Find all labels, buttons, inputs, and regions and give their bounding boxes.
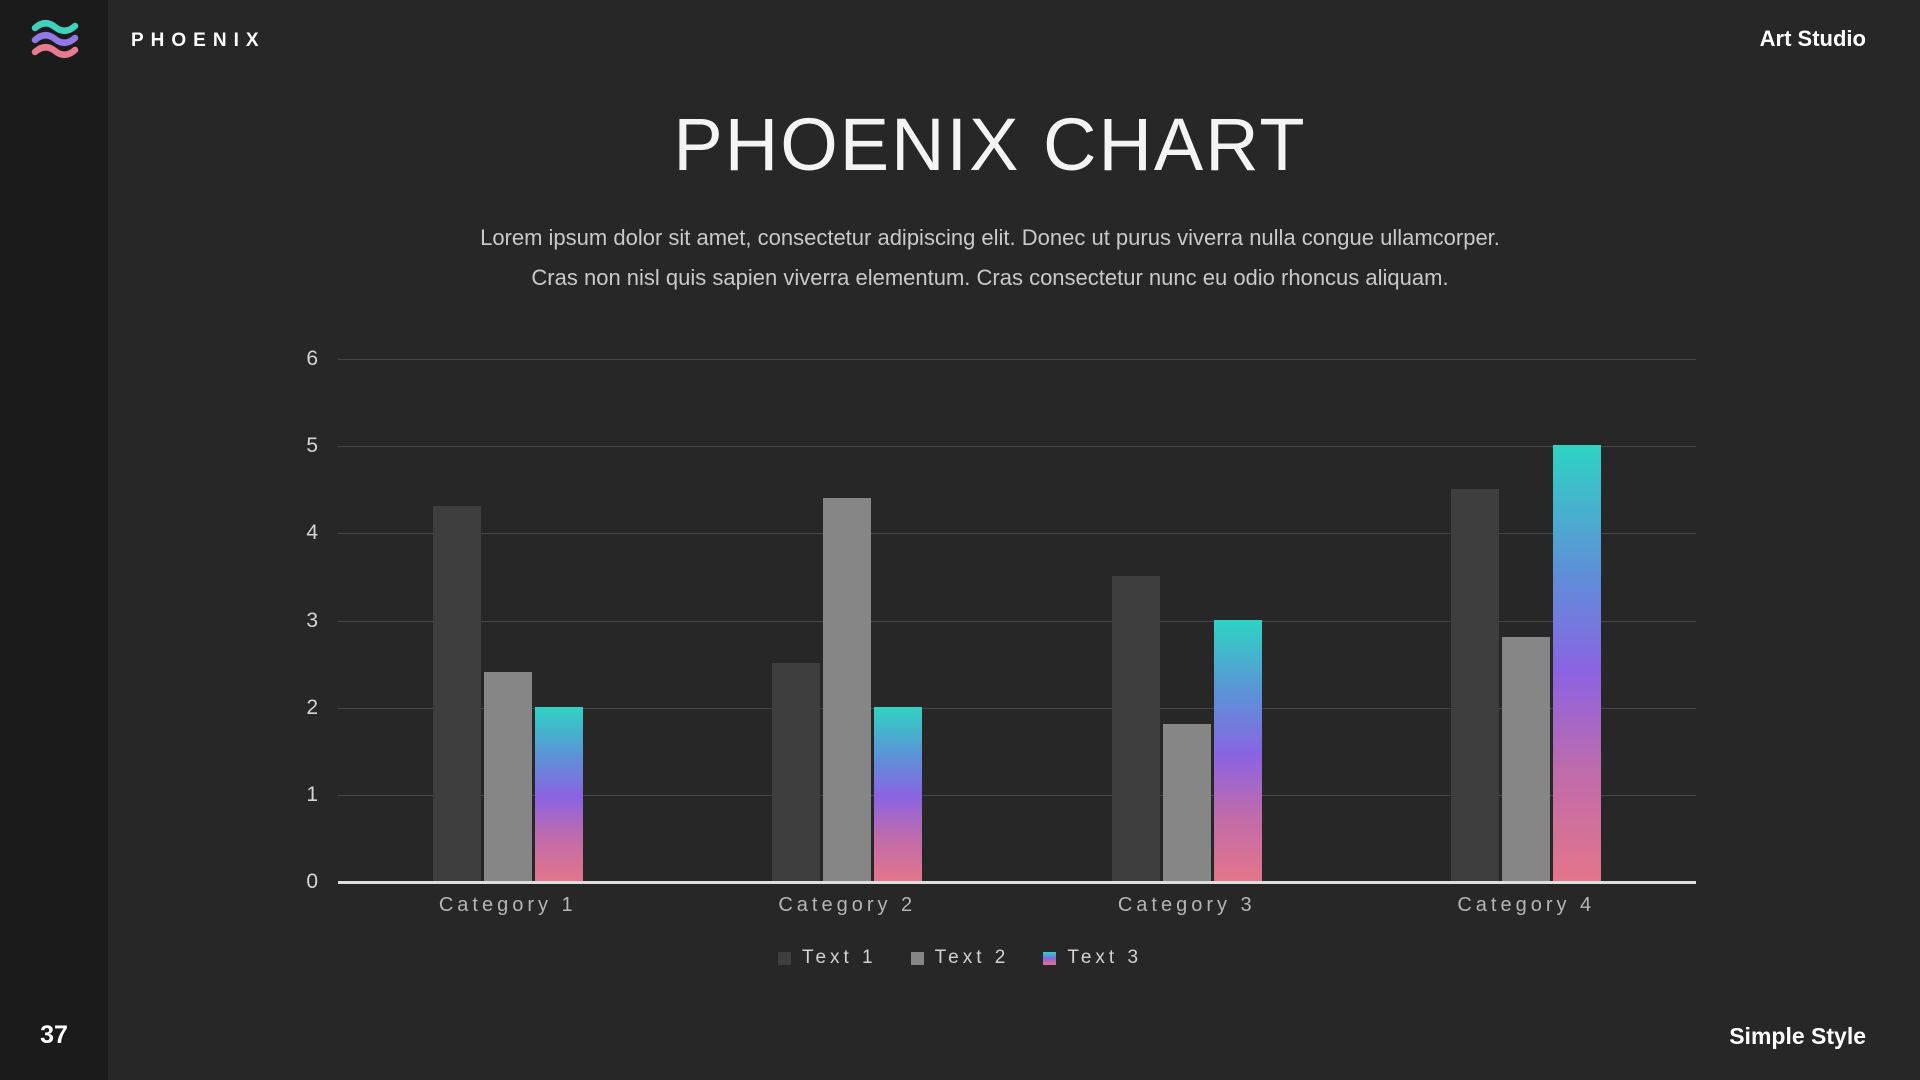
category-label: Category 2 xyxy=(778,894,917,916)
grid-line xyxy=(338,533,1696,535)
subtitle-line-1: Lorem ipsum dolor sit amet, consectetur … xyxy=(480,225,1500,250)
y-axis-tick: 4 xyxy=(306,521,318,545)
bar-text3-cat2 xyxy=(874,706,923,881)
category-label: Category 1 xyxy=(438,894,577,916)
studio-label: Art Studio xyxy=(1759,26,1866,51)
category-label: Category 3 xyxy=(1117,894,1256,916)
page-number: 37 xyxy=(40,1021,68,1049)
legend-swatch-icon xyxy=(1043,951,1057,965)
bar-text2-cat3 xyxy=(1162,724,1211,881)
header-block: PHOENIX CHART Lorem ipsum dolor sit amet… xyxy=(108,0,1872,298)
grid-line xyxy=(338,707,1696,709)
y-axis-tick: 1 xyxy=(306,782,318,806)
brand-name: PHOENIX xyxy=(131,30,266,51)
subtitle-line-2: Cras non nisl quis sapien viverra elemen… xyxy=(531,265,1449,290)
y-axis-tick: 3 xyxy=(306,608,318,632)
bar-text2-cat2 xyxy=(823,497,872,881)
sidebar: 37 xyxy=(0,0,108,1080)
grid-line xyxy=(338,794,1696,796)
x-axis-baseline xyxy=(338,881,1696,884)
wave-bottom-icon xyxy=(31,44,79,58)
brand-logo-icon xyxy=(31,20,79,58)
legend-swatch-icon xyxy=(777,951,791,965)
wave-top-icon xyxy=(31,20,79,34)
legend-item: Text 3 xyxy=(1043,947,1142,969)
y-axis-tick: 6 xyxy=(306,347,318,370)
bar-text2-cat4 xyxy=(1502,636,1551,881)
style-label: Simple Style xyxy=(1729,1023,1866,1049)
legend-label: Text 3 xyxy=(1067,947,1143,968)
slide-subtitle: Lorem ipsum dolor sit amet, consectetur … xyxy=(108,218,1872,298)
y-axis-tick: 5 xyxy=(306,434,318,458)
wave-middle-icon xyxy=(31,32,79,46)
bar-text1-cat1 xyxy=(432,506,481,881)
legend-item: Text 2 xyxy=(910,947,1010,969)
bar-text1-cat4 xyxy=(1451,488,1500,882)
legend-item: Text 1 xyxy=(777,947,877,969)
y-axis-tick: 0 xyxy=(306,870,318,893)
category-label: Category 4 xyxy=(1457,894,1596,916)
bar-text1-cat2 xyxy=(772,663,821,881)
bar-text3-cat4 xyxy=(1553,445,1602,881)
grid-line xyxy=(338,620,1696,622)
grid-line xyxy=(338,446,1696,448)
bar-text2-cat1 xyxy=(483,671,532,881)
legend-label: Text 1 xyxy=(801,947,877,968)
chart-legend: Text 1 Text 2 Text 3 xyxy=(0,947,1920,969)
bar-text1-cat3 xyxy=(1111,575,1160,881)
bar-text3-cat3 xyxy=(1213,619,1262,881)
grid-line xyxy=(338,359,1696,360)
legend-swatch-icon xyxy=(910,951,924,965)
slide-title: PHOENIX CHART xyxy=(673,103,1307,186)
legend-label: Text 2 xyxy=(934,947,1010,968)
bar-text3-cat1 xyxy=(534,706,583,881)
y-axis-tick: 2 xyxy=(306,695,318,719)
